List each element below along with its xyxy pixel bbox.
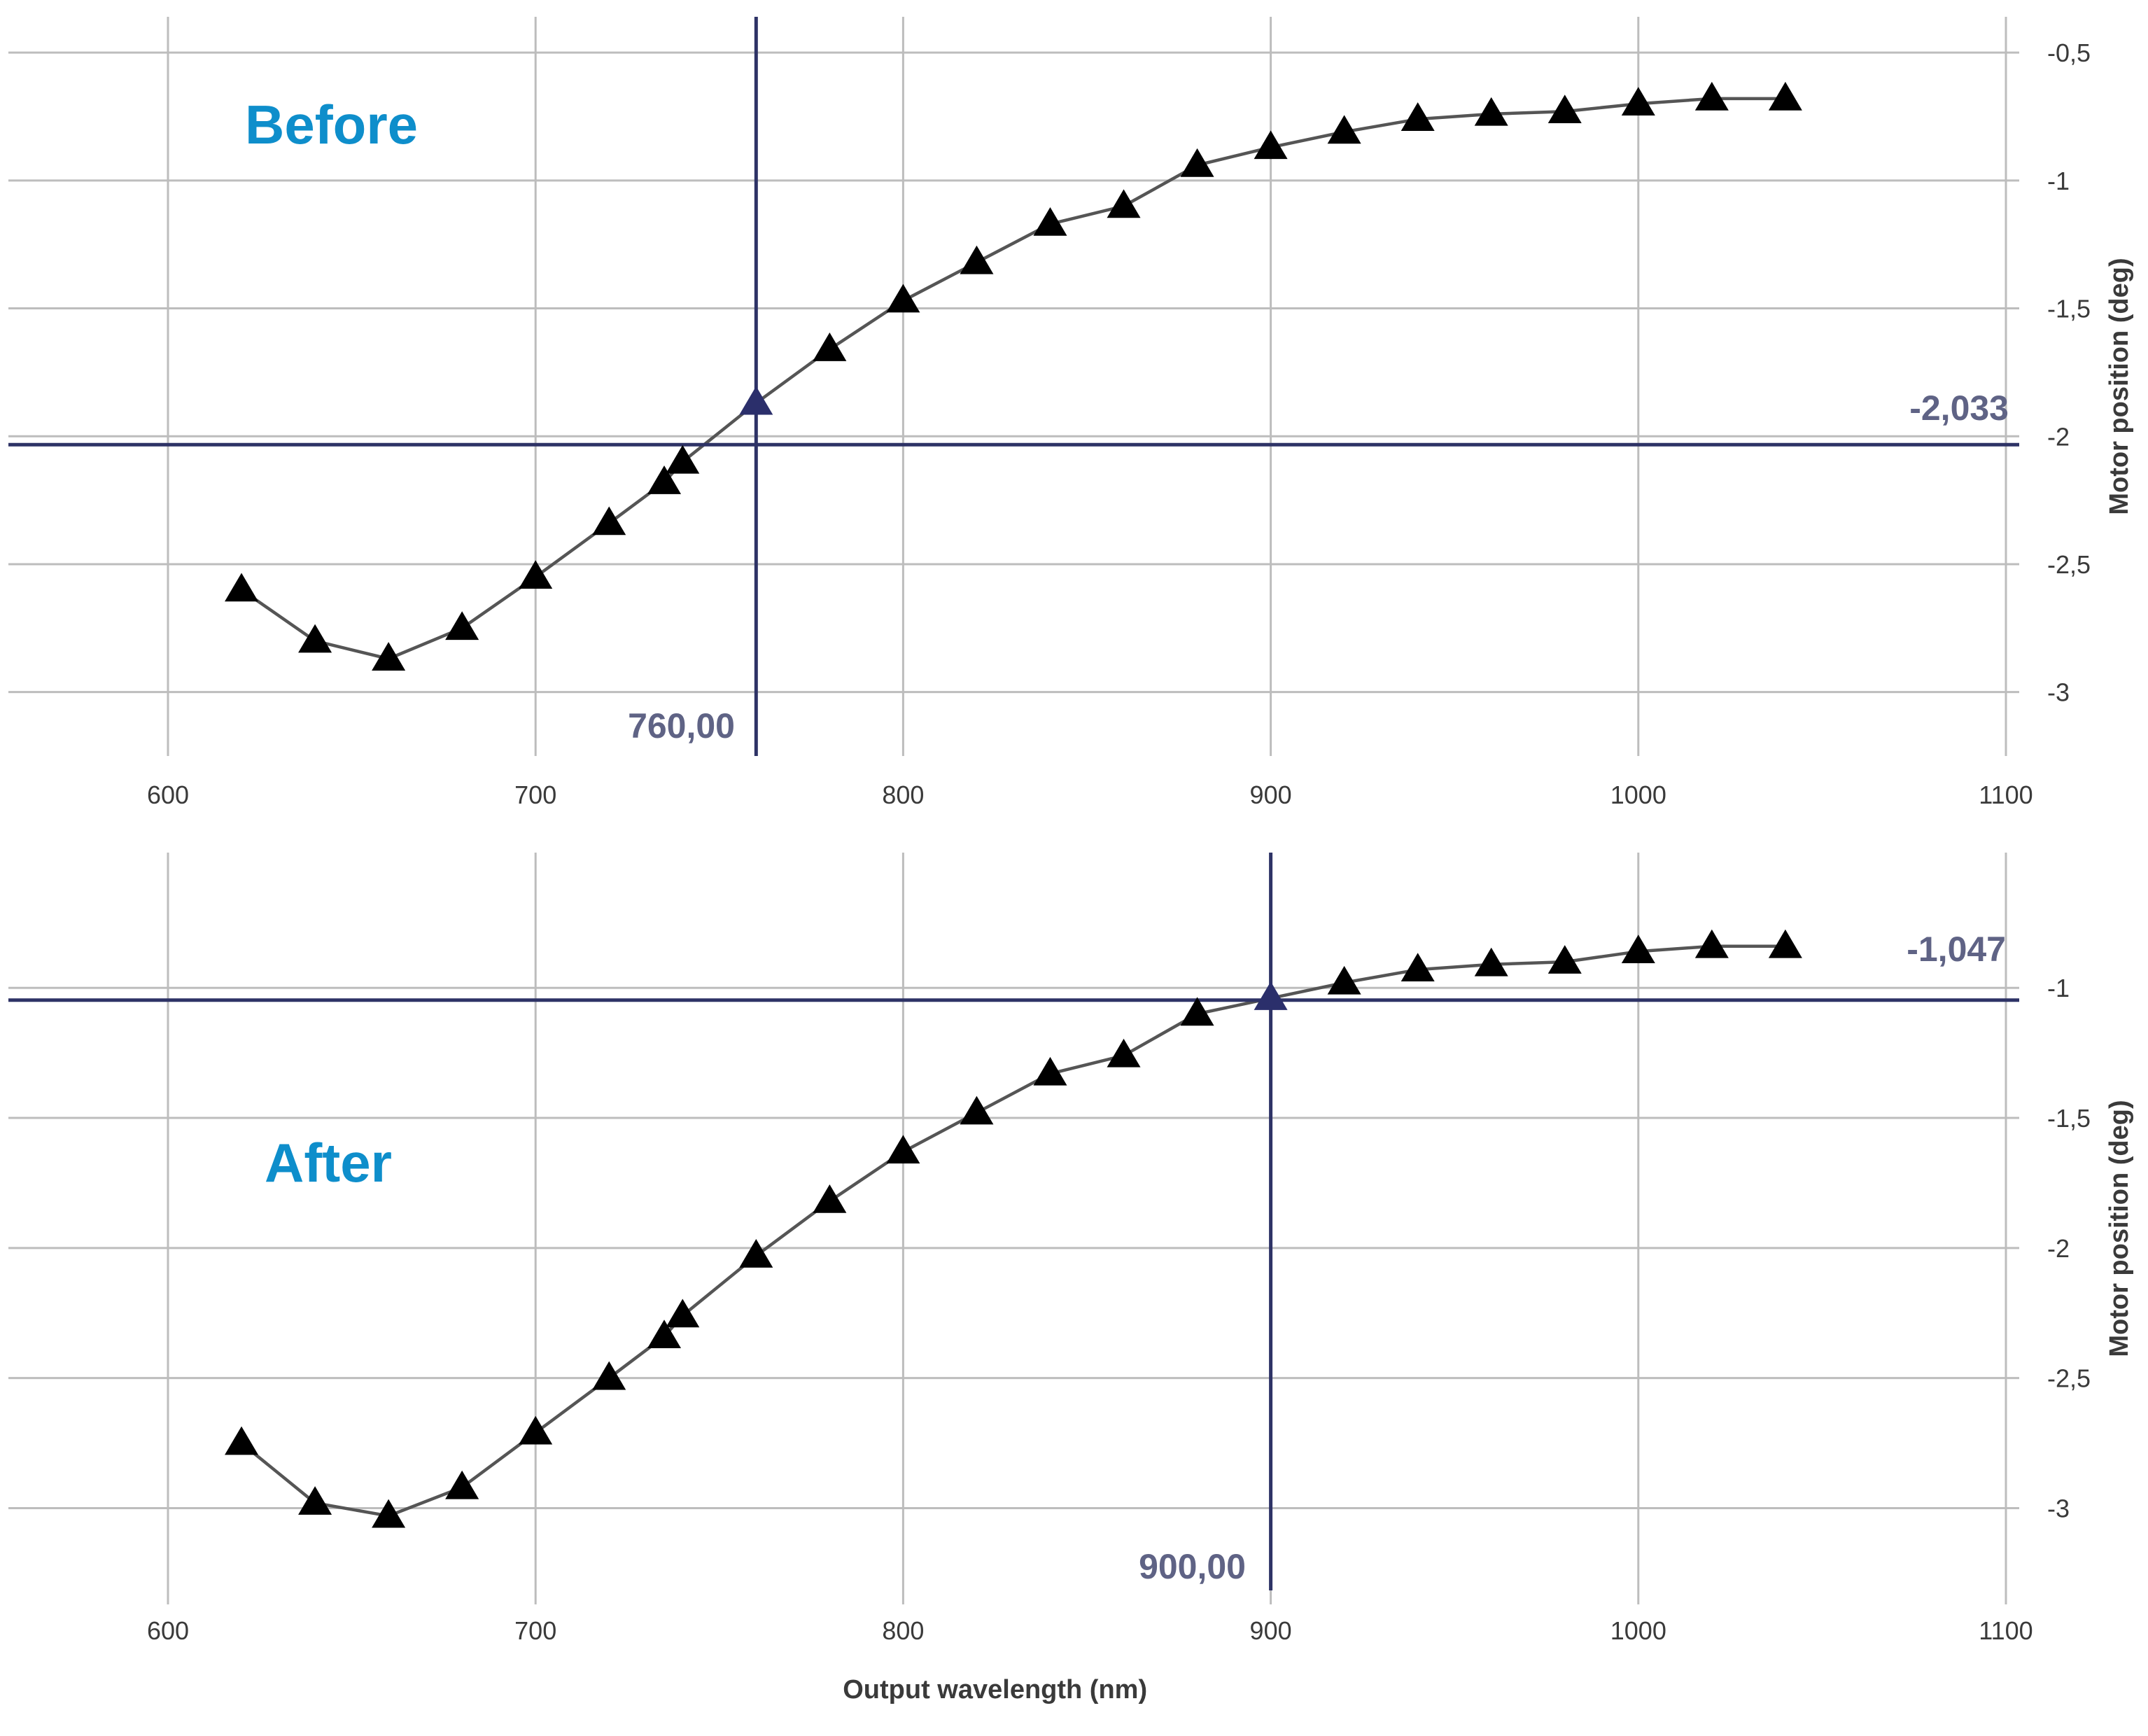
data-point[interactable]: [1107, 1038, 1141, 1068]
panel-label-after: After: [265, 1132, 392, 1194]
y-tick-label: -0,5: [2047, 38, 2091, 67]
x-tick-label: 800: [882, 1616, 924, 1645]
x-tick-label: 1000: [1610, 1616, 1666, 1645]
data-point[interactable]: [372, 642, 406, 671]
data-point[interactable]: [647, 465, 682, 494]
series-line: [240, 97, 1785, 661]
data-point[interactable]: [1547, 945, 1582, 974]
data-point[interactable]: [886, 284, 920, 313]
active-data-point[interactable]: [739, 386, 773, 415]
x-tick-label: 1100: [1979, 1616, 2033, 1645]
data-point[interactable]: [886, 1135, 920, 1164]
cursor-x-readout: 900,00: [1139, 1547, 1246, 1586]
data-point[interactable]: [1694, 929, 1729, 958]
y-tick-label: -3: [2047, 678, 2070, 707]
data-point[interactable]: [225, 1426, 259, 1455]
x-tick-label: 800: [882, 780, 924, 809]
x-tick-label: 600: [147, 780, 189, 809]
data-point[interactable]: [298, 1486, 332, 1515]
active-data-point[interactable]: [1254, 981, 1288, 1010]
x-tick-label: 900: [1250, 780, 1292, 809]
data-point[interactable]: [1768, 81, 1802, 111]
data-point[interactable]: [1694, 81, 1729, 111]
cursor-y-readout: -1,047: [1907, 930, 2006, 969]
data-point[interactable]: [519, 1415, 553, 1445]
data-point[interactable]: [298, 624, 332, 653]
y-tick-label: -1: [2047, 167, 2070, 195]
data-point[interactable]: [960, 1096, 994, 1125]
data-point[interactable]: [666, 444, 700, 474]
y-tick-label: -2: [2047, 422, 2070, 451]
data-point[interactable]: [445, 1470, 479, 1499]
series-line: [240, 944, 1785, 1518]
y-tick-label: -3: [2047, 1494, 2070, 1522]
data-point[interactable]: [1401, 102, 1435, 131]
data-point[interactable]: [1621, 87, 1655, 116]
x-tick-label: 700: [514, 1616, 556, 1645]
data-point[interactable]: [1033, 206, 1067, 236]
data-point[interactable]: [960, 245, 994, 274]
chart-panel-after: 600 700 800 900 1000 1100 -1 -1,5 -2 -2,5 -3 Motor …: [8, 853, 2134, 1704]
data-point[interactable]: [1327, 115, 1361, 144]
x-tick-label: 600: [147, 1616, 189, 1645]
data-point[interactable]: [666, 1298, 700, 1328]
x-tick-label: 1100: [1979, 780, 2033, 809]
data-point[interactable]: [225, 573, 259, 602]
y-tick-label: -1: [2047, 974, 2070, 1002]
y-tick-label: -2: [2047, 1234, 2070, 1263]
data-point[interactable]: [739, 1239, 773, 1268]
data-point[interactable]: [813, 332, 847, 361]
data-point[interactable]: [1180, 148, 1214, 177]
cursor-y-readout: -2,033: [1909, 388, 2009, 428]
data-point[interactable]: [1474, 947, 1508, 976]
x-tick-label: 1000: [1610, 780, 1666, 809]
data-point[interactable]: [647, 1320, 682, 1349]
x-tick-label: 700: [514, 780, 556, 809]
data-point[interactable]: [445, 611, 479, 640]
data-point[interactable]: [372, 1499, 406, 1528]
data-point[interactable]: [1474, 97, 1508, 126]
data-point[interactable]: [813, 1184, 847, 1213]
y-tick-label: -2,5: [2047, 1364, 2091, 1393]
y-tick-label: -2,5: [2047, 550, 2091, 579]
chart-panel-before: 600 700 800 900 1000 1100 -0,5 -1 -1,5 -2 -2,5 -3 Mo…: [8, 17, 2134, 809]
data-point[interactable]: [592, 1361, 626, 1390]
data-point[interactable]: [1547, 94, 1582, 123]
data-point[interactable]: [1033, 1056, 1067, 1086]
y-axis-title: Motor position (deg): [2105, 258, 2134, 514]
data-point[interactable]: [519, 560, 553, 589]
data-point[interactable]: [1768, 929, 1802, 958]
data-point[interactable]: [1180, 997, 1214, 1026]
data-point[interactable]: [1327, 965, 1361, 995]
x-tick-label: 900: [1250, 1616, 1292, 1645]
panel-label-before: Before: [245, 94, 418, 155]
cursor-x-readout: 760,00: [628, 706, 735, 746]
data-point[interactable]: [1254, 130, 1288, 160]
data-point[interactable]: [592, 506, 626, 536]
x-axis-title: Output wavelength (nm): [843, 1675, 1147, 1704]
data-point[interactable]: [1621, 934, 1655, 964]
data-point[interactable]: [1401, 953, 1435, 982]
y-axis-title: Motor position (deg): [2105, 1100, 2134, 1357]
data-point[interactable]: [1107, 189, 1141, 218]
y-tick-label: -1,5: [2047, 1104, 2091, 1133]
y-tick-label: -1,5: [2047, 295, 2091, 323]
